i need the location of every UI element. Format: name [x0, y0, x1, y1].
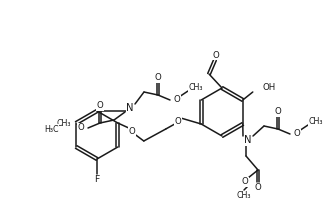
- Text: F: F: [94, 175, 99, 185]
- Text: CH₃: CH₃: [237, 192, 251, 200]
- Text: O: O: [255, 183, 261, 192]
- Text: N: N: [126, 103, 134, 113]
- Text: N: N: [244, 135, 252, 145]
- Text: O: O: [77, 124, 84, 133]
- Text: O: O: [294, 130, 301, 139]
- Text: CH₃: CH₃: [189, 84, 203, 93]
- Text: O: O: [128, 126, 135, 135]
- Text: O: O: [155, 74, 161, 82]
- Text: O: O: [175, 116, 181, 126]
- Text: O: O: [275, 107, 281, 116]
- Text: O: O: [96, 101, 104, 110]
- Text: CH₃: CH₃: [57, 118, 71, 128]
- Text: H₃C: H₃C: [45, 124, 59, 133]
- Text: OH: OH: [263, 82, 276, 91]
- Text: CH₃: CH₃: [309, 118, 323, 126]
- Text: O: O: [242, 177, 248, 187]
- Text: O: O: [213, 51, 219, 59]
- Text: O: O: [174, 95, 181, 105]
